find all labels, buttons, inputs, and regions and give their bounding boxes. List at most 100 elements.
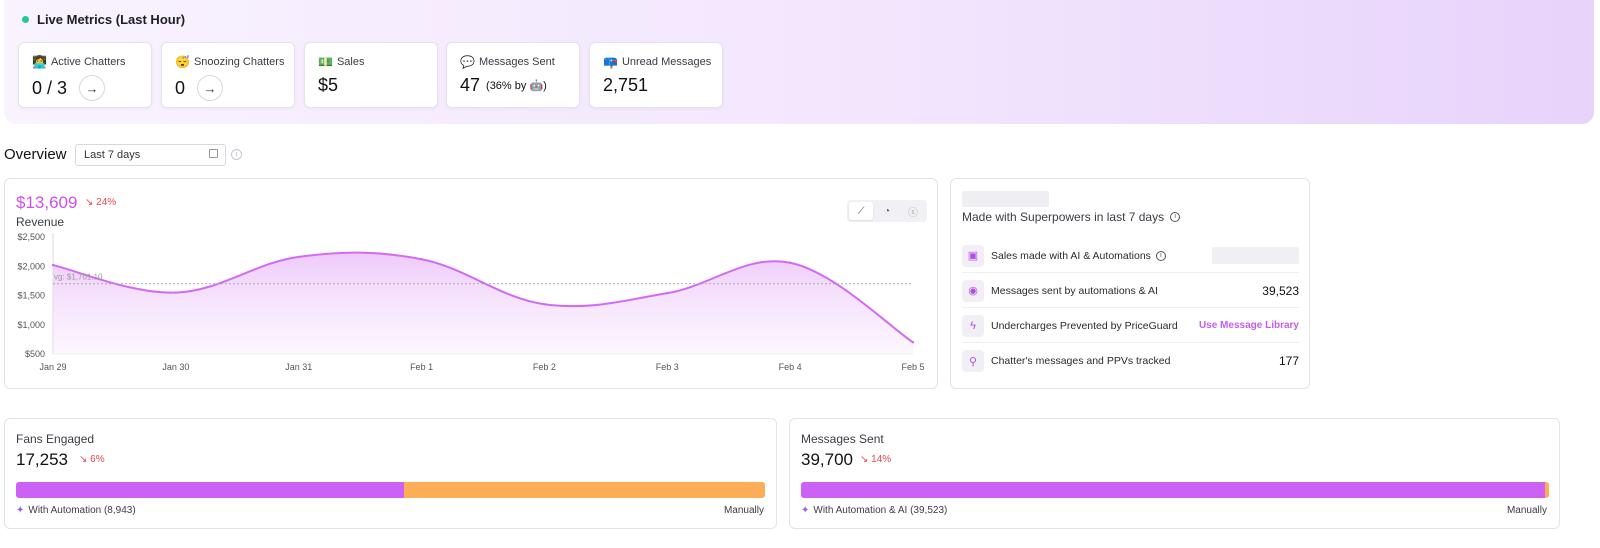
line-chart-toggle[interactable]: ⟋ <box>849 202 873 220</box>
metric-value-text: 47 <box>460 75 481 95</box>
lightning-icon: ϟ <box>962 314 984 337</box>
user-search-icon: ⚲ <box>962 350 984 372</box>
metric-label-text: Sales <box>336 56 365 68</box>
metric-value-text: 2,751 <box>603 75 649 95</box>
overview-info-icon[interactable]: i <box>231 149 242 160</box>
metric-value-text: 0 / 3 <box>32 77 68 98</box>
metric-card: 💵 Sales $5 <box>304 42 438 108</box>
fans-automation-text: With Automation (8,943) <box>28 505 136 516</box>
metric-card: 📪 Unread Messages 2,751 <box>589 42 723 108</box>
arrow-right-button[interactable]: → <box>197 75 224 101</box>
robot-icon: ◉ <box>962 279 984 302</box>
loading-skeleton <box>1212 247 1299 264</box>
superpowers-title: Made with Superpowers in last 7 days i <box>962 210 1181 224</box>
y-tick-label: $500 <box>25 349 45 359</box>
superpowers-title-text: Made with Superpowers in last 7 days <box>962 210 1165 224</box>
metric-label: 💬 Messages Sent <box>460 56 555 68</box>
fans-engaged-bar <box>16 482 765 498</box>
metric-card: 😴 Snoozing Chatters 0 → <box>161 42 295 108</box>
superpowers-row-label: Chatter's messages and PPVs tracked <box>991 355 1170 367</box>
x-tick-label: Feb 5 <box>901 362 924 372</box>
y-tick-label: $1,500 <box>17 291 45 301</box>
fans-engaged-value: 17,253 <box>16 450 68 469</box>
x-tick-label: Feb 1 <box>410 362 433 372</box>
active-chattersemoji-icon: 👩‍💻 <box>32 55 47 69</box>
live-metrics-title: Live Metrics (Last Hour) <box>22 12 185 27</box>
superpowers-row-value: 177 <box>1278 354 1299 368</box>
data-point <box>51 263 55 267</box>
x-tick-label: Jan 31 <box>285 362 312 372</box>
trend-down-icon: ↘ <box>860 454 869 465</box>
revenue-panel: $13,609 ↘ 24% Revenue ⟋ ◔ ⓢ $2,500 $2,000… <box>4 178 938 389</box>
metric-value: 0 / 3 → <box>32 75 106 101</box>
metric-label: 👩‍💻 Active Chatters <box>32 56 126 68</box>
fans-manual-legend: Manually <box>723 505 764 516</box>
line-chart-icon: ⟋ <box>857 205 865 217</box>
unread-messagesemoji-icon: 📪 <box>603 55 618 69</box>
live-indicator-dot <box>22 16 29 23</box>
calendar-icon <box>209 149 218 158</box>
fans-engaged-delta-value: 6% <box>90 454 105 465</box>
revenue-chart: $2,500 $2,000 $1,500 $1,000 $500 vg: $1,701.1… <box>17 232 924 372</box>
superpowers-row-label: Messages sent by automations & AI <box>991 285 1158 297</box>
revenue-total: $13,609 <box>16 193 78 212</box>
metric-value: 47 (36% by 🤖) <box>460 75 547 96</box>
metric-value: 0 → <box>175 75 224 101</box>
data-point <box>420 258 423 261</box>
superpowers-row: ◉ Messages sent by automations & AI 39,523 <box>962 274 1299 308</box>
pie-chart-icon: ◔ <box>883 205 891 217</box>
x-tick-label: Feb 2 <box>533 362 556 372</box>
metric-value: 2,751 <box>603 75 648 96</box>
metric-value-text: $5 <box>318 75 339 95</box>
metric-label-text: Snoozing Chatters <box>193 56 285 68</box>
messages-sent-value: 39,700 <box>801 450 853 469</box>
metric-label-text: Unread Messages <box>621 56 712 68</box>
fans-engaged-delta: ↘ 6% <box>79 454 105 465</box>
messages-sent-bar <box>801 482 1549 498</box>
metric-label-text: Active Chatters <box>50 56 126 68</box>
messages-automation-fill <box>801 482 1546 498</box>
info-icon[interactable]: i <box>1170 212 1181 222</box>
messages-automation-legend: ✦ With Automation & AI (39,523) <box>801 505 947 516</box>
use-message-library-link[interactable]: Use Message Library <box>1198 320 1299 331</box>
x-tick-label: Feb 3 <box>656 362 679 372</box>
messages-sent-delta-value: 14% <box>871 454 892 465</box>
superpowers-row-label-text: Sales made with AI & Automations <box>991 249 1151 262</box>
messages-sent-delta: ↘ 14% <box>860 454 891 465</box>
pie-chart-toggle[interactable]: ◔ <box>875 202 899 220</box>
x-tick-label: Jan 29 <box>39 362 66 372</box>
messages-sentemoji-icon: 💬 <box>460 55 475 69</box>
chart-type-toggle: ⟋ ◔ ⓢ <box>847 200 927 222</box>
arrow-right-button[interactable]: → <box>79 75 106 101</box>
dollar-icon: ⓢ <box>908 207 918 219</box>
metric-label: 😴 Snoozing Chatters <box>175 56 284 68</box>
data-point <box>297 255 300 259</box>
loading-skeleton <box>962 191 1049 207</box>
data-point <box>911 341 915 344</box>
live-metrics-banner: Live Metrics (Last Hour) 👩‍💻 Active Chatt… <box>4 0 1594 124</box>
y-tick-label: $2,000 <box>17 261 45 271</box>
metric-card: 👩‍💻 Active Chatters 0 / 3 → <box>18 42 152 108</box>
x-tick-label: Feb 4 <box>779 362 802 372</box>
y-tick-label: $1,000 <box>17 320 45 330</box>
messages-automation-text: With Automation & AI (39,523) <box>813 505 948 516</box>
messages-manual-legend: Manually <box>1506 505 1547 516</box>
info-icon[interactable]: i <box>1155 250 1166 261</box>
sparkle-icon: ✦ <box>801 505 810 516</box>
salesemoji-icon: 💵 <box>318 55 333 69</box>
date-range-select[interactable]: Last 7 days <box>75 144 226 166</box>
messages-sent-panel: Messages Sent 39,700 ↘ 14% ✦ With Automa… <box>789 418 1560 529</box>
average-label: vg: $1,701.10 <box>54 273 103 282</box>
superpowers-row: ⚲ Chatter's messages and PPVs tracked 177 <box>962 344 1299 378</box>
data-point <box>666 291 669 295</box>
superpowers-row-label-text: Messages sent by automations & AI <box>991 284 1158 297</box>
data-point <box>788 261 792 264</box>
dollar-toggle[interactable]: ⓢ <box>901 202 925 220</box>
metric-value-text: 0 <box>175 77 186 98</box>
robot-gift-icon: ▣ <box>962 244 984 267</box>
superpowers-row-label: Sales made with AI & Automations i <box>991 250 1166 262</box>
superpowers-row-value: 39,523 <box>1262 283 1299 298</box>
metric-subtext: (36% by 🤖) <box>486 80 547 92</box>
fans-automation-fill <box>16 482 404 498</box>
superpowers-row-label-text: Undercharges Prevented by PriceGuard <box>991 319 1178 332</box>
